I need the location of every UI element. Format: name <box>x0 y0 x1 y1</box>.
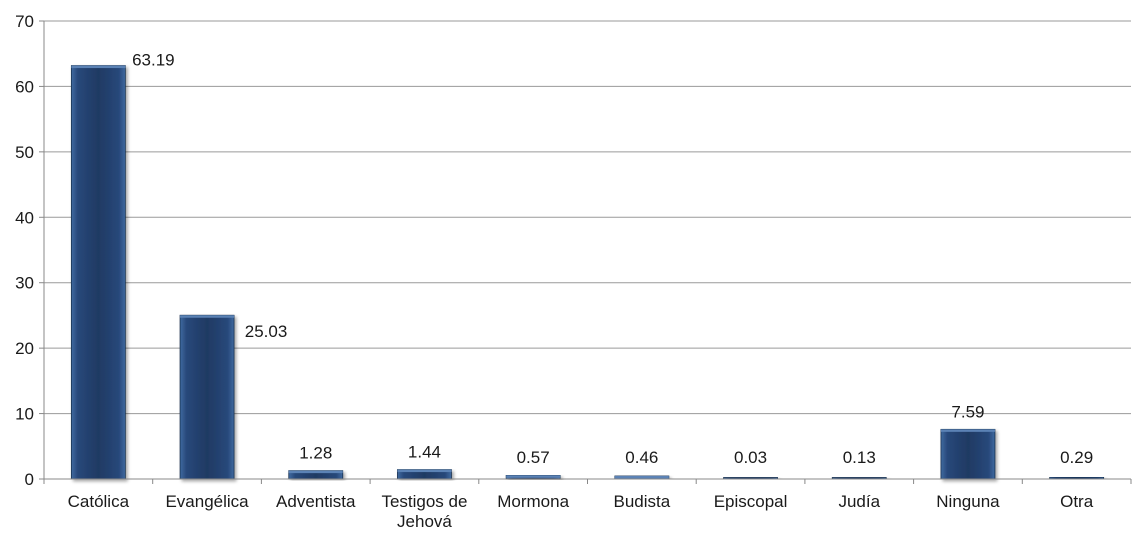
bar-top-highlight <box>71 65 126 69</box>
data-label: 1.28 <box>299 444 332 463</box>
y-tick-label: 70 <box>15 12 34 31</box>
bar-top-highlight <box>506 475 561 478</box>
x-tick-label: Católica <box>68 492 130 511</box>
bars <box>70 65 1105 480</box>
x-axis: Católica Evangélica Adventista Testigos de J… <box>43 21 1132 531</box>
x-tick-label: Adventista <box>276 492 356 511</box>
bar-top-highlight <box>614 475 669 479</box>
y-tick-label: 0 <box>25 470 34 489</box>
y-tick-label: 60 <box>15 77 34 96</box>
x-tick-label: Evangélica <box>165 492 249 511</box>
bar-top-highlight <box>397 469 452 473</box>
x-tick-label: Judía <box>838 492 880 511</box>
data-label: 7.59 <box>951 402 984 421</box>
data-label: 0.03 <box>734 448 767 467</box>
y-tick-label: 10 <box>15 405 34 424</box>
data-label: 0.29 <box>1060 448 1093 467</box>
data-labels: 63.19 25.03 1.28 1.44 0.57 0.46 0.03 0.13 7.59 0.… <box>132 51 1093 467</box>
y-tick-label: 40 <box>15 208 34 227</box>
x-tick-label: Episcopal <box>714 492 788 511</box>
x-tick-label: Testigos de Jehová <box>381 492 467 531</box>
x-tick-label: Mormona <box>497 492 569 511</box>
bar-ninguna <box>940 428 996 480</box>
bar-top-highlight <box>940 429 995 432</box>
data-label: 0.57 <box>517 448 550 467</box>
bar-top-highlight <box>180 315 235 318</box>
data-label: 0.13 <box>843 448 876 467</box>
bar-evangélica <box>179 314 235 480</box>
y-tick-label: 20 <box>15 339 34 358</box>
data-label: 0.46 <box>625 448 658 467</box>
x-tick-label: Ninguna <box>936 492 1000 511</box>
data-label: 1.44 <box>408 443 441 462</box>
bar-católica <box>70 65 126 480</box>
bar-top-highlight <box>288 470 343 474</box>
x-tick-label: Budista <box>613 492 670 511</box>
data-label: 63.19 <box>132 51 175 70</box>
y-axis-ticks: 0 10 20 30 40 50 60 70 <box>15 12 44 489</box>
y-tick-label: 30 <box>15 274 34 293</box>
x-tick-label: Otra <box>1060 492 1094 511</box>
data-label: 25.03 <box>245 322 288 341</box>
y-tick-label: 50 <box>15 143 34 162</box>
